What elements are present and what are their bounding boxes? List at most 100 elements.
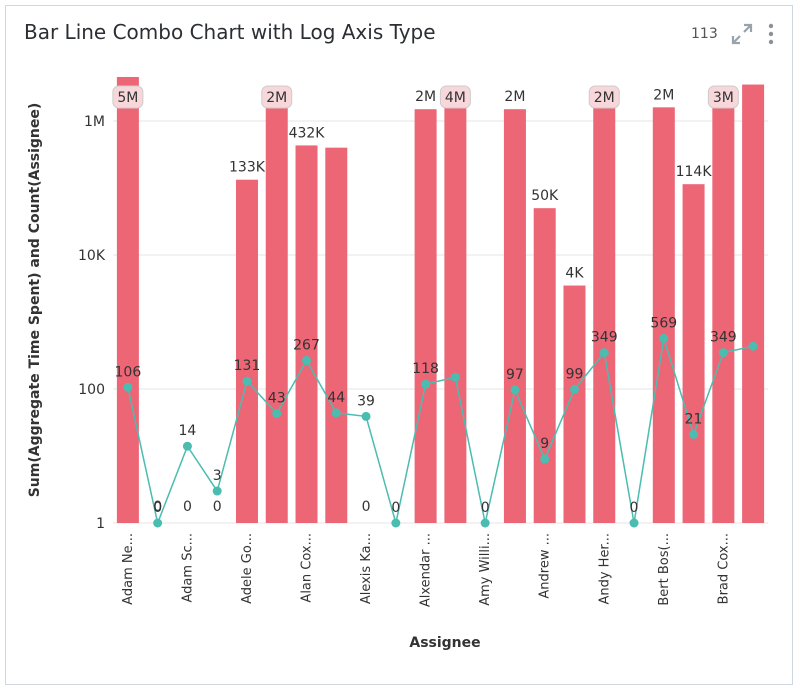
line-data-label: 267 [293, 337, 320, 353]
bar-data-label: 3M [713, 90, 734, 106]
bar [682, 184, 705, 523]
line-point [272, 409, 282, 419]
more-vertical-icon[interactable] [764, 22, 778, 46]
line-data-label: 44 [327, 390, 345, 406]
y-tick-label: 1 [96, 516, 105, 532]
bar-data-label: 5M [117, 90, 138, 106]
x-tick-label: Brad Cox... [716, 533, 731, 604]
line-data-label: 99 [566, 366, 584, 382]
line-point [450, 372, 460, 382]
line-data-label: 0 [630, 500, 639, 516]
bar [116, 77, 139, 523]
line-point [391, 518, 401, 528]
bar [265, 100, 288, 523]
line-data-label: 349 [710, 330, 737, 346]
bar-data-label: 2M [504, 89, 525, 105]
line-data-label: 21 [685, 411, 703, 427]
bar-data-label: 4M [445, 90, 466, 106]
bar-data-label: 2M [594, 90, 615, 106]
bar [444, 94, 467, 524]
bar-data-label: 0 [153, 499, 162, 515]
line-data-label: 43 [268, 391, 286, 407]
line-point [689, 429, 699, 439]
line-data-label: 3 [213, 468, 222, 484]
x-tick-label: Andrew ... [538, 533, 553, 599]
line-data-label: 39 [357, 393, 375, 409]
bar-data-label-box [261, 85, 293, 109]
line-data-label: 0 [153, 500, 162, 516]
bar [325, 147, 348, 523]
bar-data-label: 4K [565, 266, 584, 282]
x-tick-label: Alan Cox... [300, 533, 315, 603]
line-point [569, 384, 579, 394]
line-point [331, 408, 341, 418]
bar-data-label-box [439, 85, 471, 109]
expand-icon[interactable] [730, 22, 754, 46]
line-point [361, 411, 371, 421]
line-point [123, 382, 133, 392]
line-data-label: 0 [481, 500, 490, 516]
line-data-label: 106 [115, 364, 142, 380]
x-tick-label: Adele Go... [240, 533, 255, 604]
bar [235, 179, 258, 523]
line-data-label: 349 [591, 330, 618, 346]
x-tick-label: Amy Willi... [478, 533, 493, 606]
x-tick-label: Adam Ne... [121, 533, 136, 605]
bar [503, 109, 526, 523]
line-point [302, 355, 312, 365]
bar-data-label: 133K [229, 160, 266, 176]
bar-data-label: 114K [676, 164, 713, 180]
line-point [510, 385, 520, 395]
line-point [421, 379, 431, 389]
line-data-label: 118 [412, 361, 439, 377]
line-point [540, 454, 550, 464]
line-data-label: 9 [540, 436, 549, 452]
line-point [212, 486, 222, 496]
bar-data-label: 0 [213, 499, 222, 515]
line-data-label: 14 [179, 423, 197, 439]
line-point [629, 518, 639, 528]
line-point [718, 348, 728, 358]
bar [652, 107, 675, 523]
line-data-label: 97 [506, 367, 524, 383]
y-tick-label: 100 [78, 382, 105, 398]
line-point [748, 341, 758, 351]
record-count: 113 [691, 26, 718, 42]
bar-data-label: 2M [415, 89, 436, 105]
x-tick-label: Alexis Ka... [359, 533, 374, 604]
bar [533, 208, 556, 523]
x-axis-title: Assignee [409, 635, 480, 651]
line-point [480, 518, 490, 528]
bar [593, 100, 616, 523]
line-point [153, 518, 163, 528]
bar-data-label: 2M [266, 90, 287, 106]
line-series [127, 338, 754, 526]
bar-data-label-box [112, 85, 144, 109]
line-point [659, 333, 669, 343]
bar-data-label-box [588, 85, 620, 109]
bar [563, 285, 586, 523]
chart-title: Bar Line Combo Chart with Log Axis Type [24, 20, 436, 44]
line-data-label: 569 [650, 315, 677, 331]
y-tick-label: 10K [78, 248, 106, 264]
x-tick-label: Andy Her... [597, 533, 612, 605]
x-tick-label: Adam Sc... [180, 533, 195, 602]
line-point [182, 441, 192, 451]
x-tick-label: Bert Bos(... [657, 533, 672, 606]
line-point [242, 376, 252, 386]
bar-data-label: 2M [653, 87, 674, 103]
bar [295, 145, 318, 523]
bar-data-label: 432K [289, 125, 326, 141]
x-tick-label: Alxendar ... [419, 533, 434, 607]
line-data-label: 0 [391, 500, 400, 516]
y-tick-label: 1M [84, 114, 105, 130]
line-data-label: 131 [234, 358, 261, 374]
bar-data-label: 50K [531, 188, 559, 204]
y-axis-title: Sum(Aggregate Time Spent) and Count(Assi… [27, 103, 43, 498]
line-point [599, 348, 609, 358]
bar [712, 94, 735, 524]
bar [414, 109, 437, 523]
bar-data-label-box [707, 85, 739, 109]
bar-data-label: 0 [183, 499, 192, 515]
